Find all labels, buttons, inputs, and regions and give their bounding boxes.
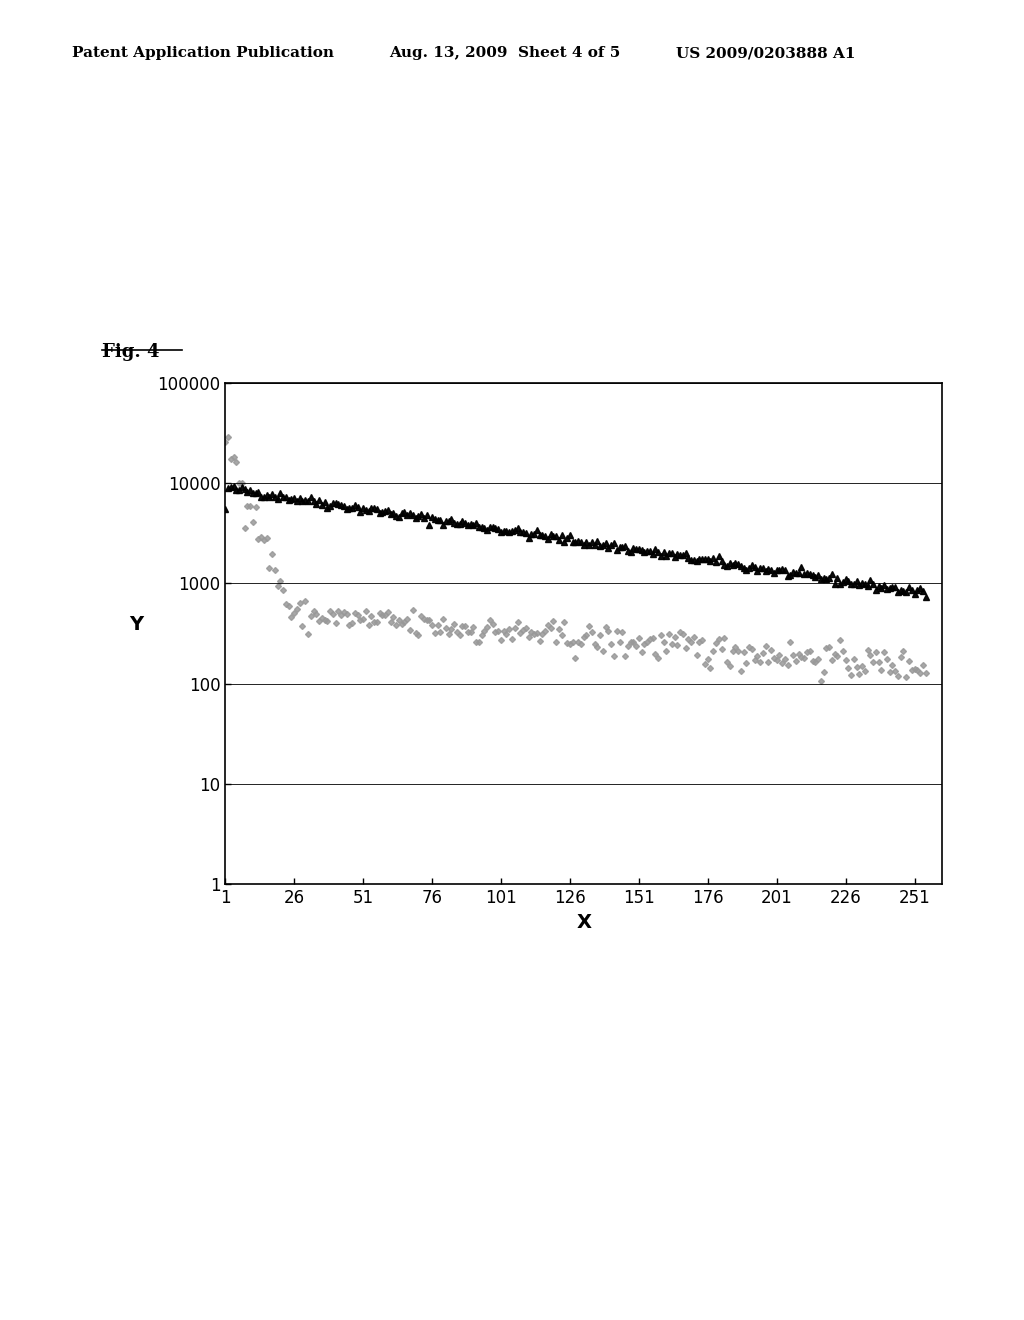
X-axis label: X: X [577,913,591,932]
Text: US 2009/0203888 A1: US 2009/0203888 A1 [676,46,855,61]
Text: Fig. 4: Fig. 4 [102,343,160,362]
Text: Aug. 13, 2009  Sheet 4 of 5: Aug. 13, 2009 Sheet 4 of 5 [389,46,621,61]
Y-axis label: Y: Y [129,615,143,634]
Text: Patent Application Publication: Patent Application Publication [72,46,334,61]
